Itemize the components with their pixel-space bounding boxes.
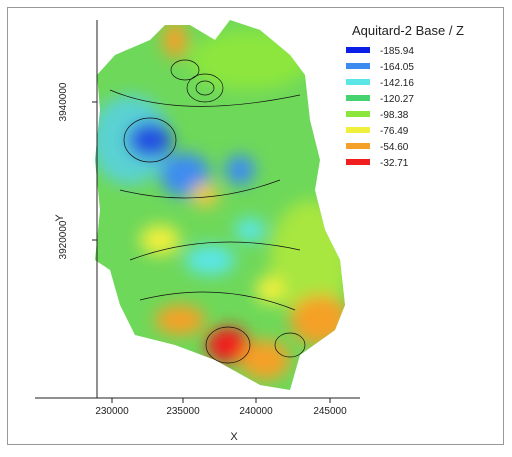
legend-label: -98.38	[380, 110, 409, 121]
legend-label: -76.49	[380, 126, 409, 137]
y-tick-label: 3920000	[58, 220, 69, 259]
y-tick-label: 3940000	[58, 82, 69, 121]
legend-label: -120.27	[380, 94, 414, 105]
legend-swatch	[346, 63, 370, 69]
legend-swatch	[346, 47, 370, 53]
legend-label: -185.94	[380, 46, 414, 57]
legend-swatch	[346, 143, 370, 149]
legend-label: -54.60	[380, 142, 409, 153]
x-axis-label: X	[230, 431, 238, 443]
legend-swatch	[346, 79, 370, 85]
legend-swatch	[346, 95, 370, 101]
x-tick-label: 240000	[239, 406, 273, 417]
x-tick-label: 235000	[166, 406, 200, 417]
legend-label: -142.16	[380, 78, 414, 89]
legend-swatch	[346, 127, 370, 133]
legend-swatch	[346, 111, 370, 117]
contour-map: X Y Aquitard-2 Base / Z -185.94 -164.05 -1…	[0, 0, 512, 452]
x-tick-label: 230000	[95, 406, 129, 417]
x-tick-label: 245000	[313, 406, 347, 417]
legend-label: -164.05	[380, 62, 414, 73]
legend-title: Aquitard-2 Base / Z	[352, 23, 464, 38]
y-axis-label: Y	[54, 214, 66, 222]
legend-swatch	[346, 159, 370, 165]
legend-label: -32.71	[380, 158, 409, 169]
